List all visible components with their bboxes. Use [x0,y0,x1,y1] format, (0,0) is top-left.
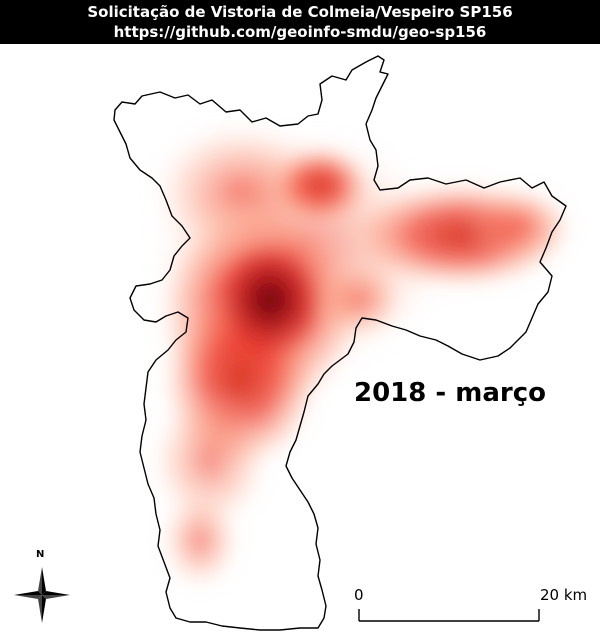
source-url: https://github.com/geoinfo-smdu/geo-sp15… [113,23,487,41]
heatmap-map [14,55,575,631]
north-label: N [36,549,45,560]
compass-rose-icon [14,567,70,623]
map-title: Solicitação de Vistoria de Colmeia/Vespe… [87,3,513,21]
title-bar: Solicitação de Vistoria de Colmeia/Vespe… [0,0,600,44]
scale-start-label: 0 [354,586,364,604]
scale-bar [358,609,540,622]
period-label: 2018 - março [354,378,546,408]
city-boundary [113,55,567,631]
heat-layer [150,120,575,590]
scale-end-label: 20 km [540,586,588,604]
